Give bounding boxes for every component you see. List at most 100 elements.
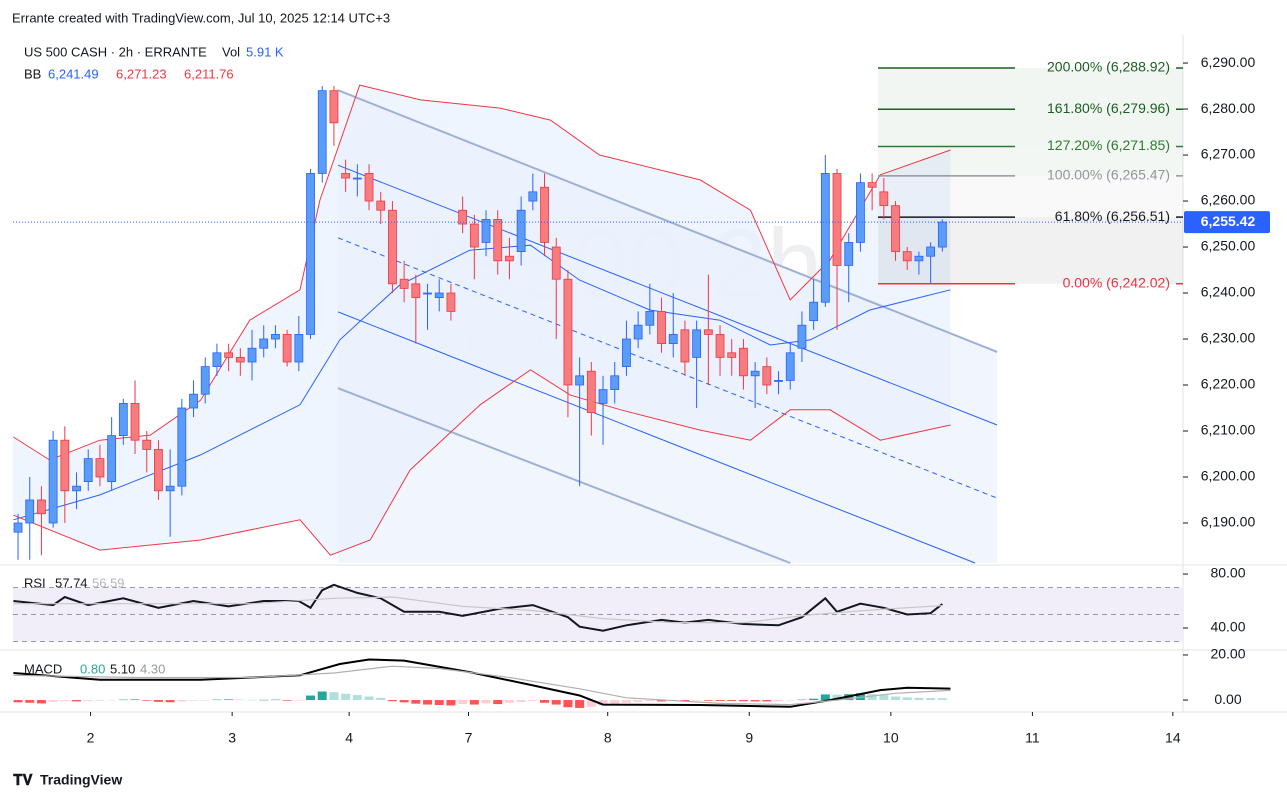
candle-body <box>832 173 842 266</box>
candle-body <box>72 485 81 492</box>
candle-body <box>750 370 760 377</box>
candle-body <box>797 324 807 349</box>
y-tick-label: 6,190.00 <box>1201 514 1256 530</box>
macd-hist-bar <box>224 699 234 701</box>
macd-hist-bar <box>399 700 409 703</box>
candle-body <box>715 334 725 358</box>
candle-body <box>388 209 397 285</box>
bollinger-fill <box>13 85 951 556</box>
candle-body <box>107 435 117 482</box>
candle-body <box>481 219 491 243</box>
candle-body <box>727 352 737 358</box>
channel-line <box>337 311 976 564</box>
macd-hist-bar <box>434 700 444 706</box>
macd-hist-bar <box>317 691 327 701</box>
candle-body <box>680 329 690 363</box>
x-tick-label: 4 <box>345 730 353 746</box>
y-tick-label: 6,240.00 <box>1201 284 1256 300</box>
macd-hist-bar <box>235 699 245 701</box>
candle-body <box>376 200 386 211</box>
macd-hist-bar <box>493 700 503 705</box>
candle-body <box>598 389 608 404</box>
candle-body <box>282 334 292 363</box>
candle-body <box>926 246 936 257</box>
symbol-title: US 500 CASH · 2h · ERRANTE <box>24 44 207 59</box>
macd-hist-bar <box>153 700 163 702</box>
candle-body <box>200 366 210 395</box>
macd-hist-bar <box>867 694 877 701</box>
macd-hist-bar <box>165 700 175 703</box>
logo-icon: 𝐓𝐕 <box>13 772 34 789</box>
macd-hist-bar <box>563 700 573 708</box>
candle-body <box>95 458 105 478</box>
macd-hist-bar <box>926 698 936 701</box>
candle-body <box>294 334 304 363</box>
macd-hist-bar <box>130 699 140 701</box>
macd-hist-bar <box>633 700 643 702</box>
y-tick-label: 6,250.00 <box>1201 238 1256 254</box>
candle-body <box>575 375 585 386</box>
macd-hist-bar <box>727 700 737 701</box>
attribution: Errante created with TradingView.com, Ju… <box>12 10 390 25</box>
candle-body <box>423 292 432 295</box>
y-tick-label: 6,210.00 <box>1201 422 1256 438</box>
y-tick-label: 0.00 <box>1214 691 1241 707</box>
macd-hist-bar <box>107 700 117 701</box>
macd-hist-bar <box>458 700 468 705</box>
candle-body <box>352 177 362 180</box>
candle-body <box>60 439 70 492</box>
macd-hist-bar <box>715 700 725 701</box>
candle-body <box>622 338 631 368</box>
macd-hist-bar <box>797 699 807 701</box>
fib-zone <box>877 175 1183 218</box>
macd-hist-bar <box>657 700 667 702</box>
candle-body <box>177 407 187 487</box>
candle-body <box>493 219 503 262</box>
bb-value: 6,211.76 <box>184 66 234 81</box>
macd-hist-bar <box>341 693 351 701</box>
y-tick-label: 80.00 <box>1210 565 1245 581</box>
candle-body <box>820 173 830 303</box>
macd-hist-bar <box>774 700 784 702</box>
candle-body <box>235 357 245 363</box>
candle-body <box>142 439 152 450</box>
macd-hist-bar <box>516 700 526 702</box>
macd-hist-bar <box>902 697 912 701</box>
candle-body <box>540 186 549 243</box>
fib-zone <box>877 217 1183 284</box>
macd-hist-bar <box>423 700 433 705</box>
candle-body <box>891 205 900 253</box>
candle-body <box>610 375 620 391</box>
macd-hist-bar <box>177 700 187 702</box>
candle-body <box>785 352 795 381</box>
candle-body <box>306 173 315 335</box>
candle-body <box>692 329 702 358</box>
candle-body <box>516 209 526 253</box>
macd-hist-bar <box>703 700 713 701</box>
candle-body <box>364 173 374 202</box>
candle-body <box>25 499 35 524</box>
candle-body <box>809 301 819 322</box>
macd-hist-bar <box>387 700 397 702</box>
candle-body <box>703 329 713 335</box>
volume-value: 5.91 K <box>246 44 284 59</box>
macd-hist-bar <box>376 697 386 701</box>
rsi-line <box>13 583 943 632</box>
footer-logo: TradingView <box>40 772 122 788</box>
macd-hist-bar <box>586 700 596 707</box>
candle-body <box>844 242 854 266</box>
macd-hist-bar <box>83 700 93 701</box>
fib-zone <box>877 109 1183 147</box>
x-tick-label: 3 <box>228 730 236 746</box>
y-tick-label: 6,200.00 <box>1201 468 1256 484</box>
candle-body <box>879 191 889 207</box>
candle-body <box>259 338 269 349</box>
candle-body <box>586 370 596 414</box>
macd-hist-bar <box>785 700 795 701</box>
volume-name: Vol <box>222 44 240 59</box>
macd-hist-bar <box>95 700 105 701</box>
macd-hist-bar <box>692 700 702 701</box>
macd-hist-bar <box>750 700 760 702</box>
macd-hist-bar <box>259 699 269 701</box>
candle-body <box>657 311 666 345</box>
